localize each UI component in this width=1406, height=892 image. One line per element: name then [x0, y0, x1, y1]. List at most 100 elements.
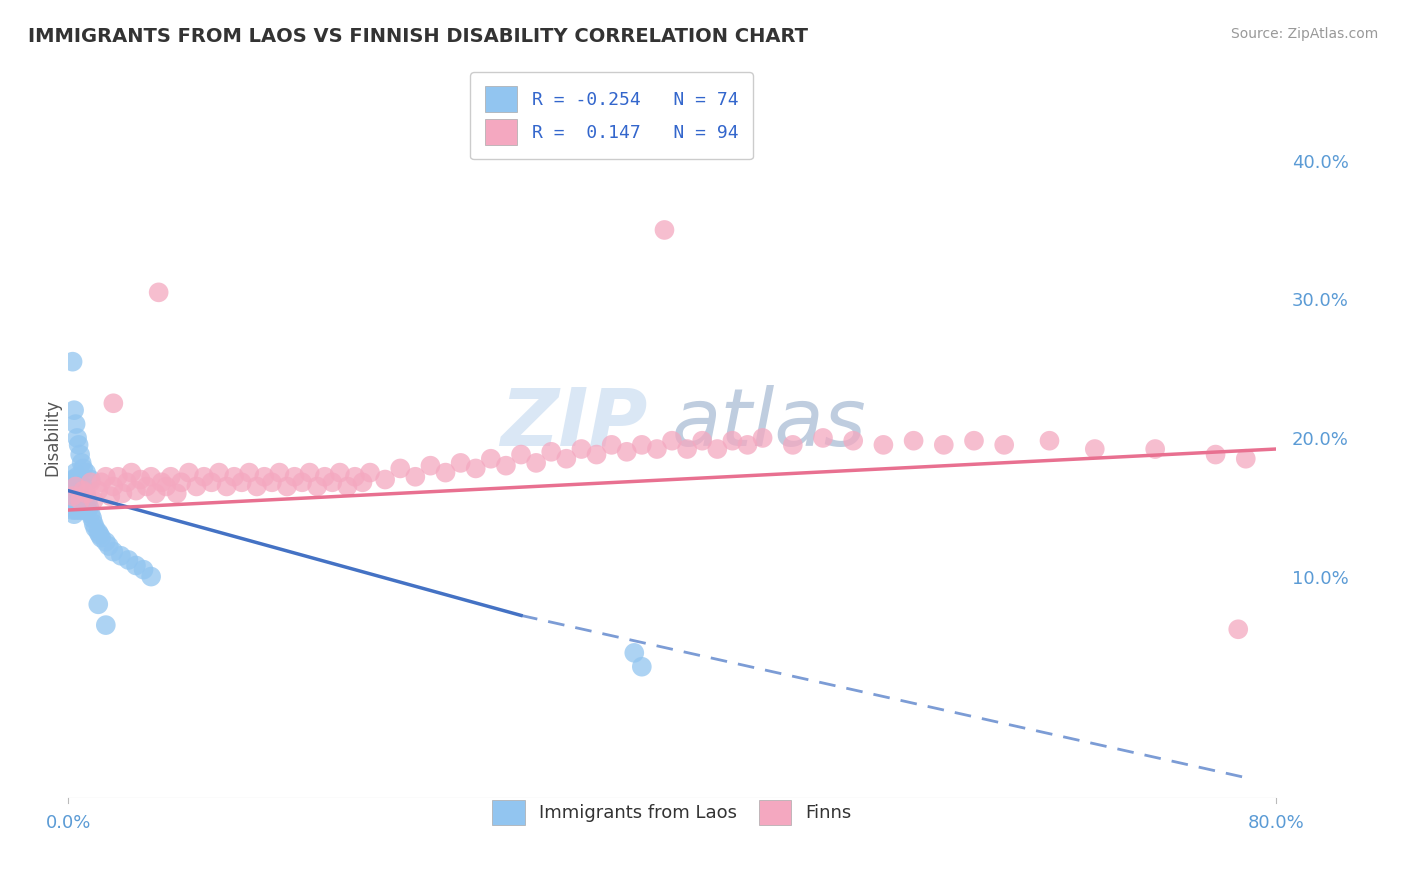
Y-axis label: Disability: Disability: [44, 400, 60, 476]
Point: [76, 493, 98, 508]
Point: [63, 486, 86, 500]
Point: [1227, 622, 1250, 636]
Point: [66, 431, 89, 445]
Point: [464, 461, 486, 475]
Point: [238, 466, 260, 480]
Point: [72, 489, 94, 503]
Point: [389, 461, 412, 475]
Point: [87, 597, 110, 611]
Point: [97, 539, 120, 553]
Point: [314, 469, 336, 483]
Point: [62, 489, 84, 503]
Point: [872, 438, 894, 452]
Point: [1205, 448, 1227, 462]
Point: [75, 500, 97, 515]
Point: [90, 475, 112, 490]
Point: [329, 466, 352, 480]
Point: [253, 469, 276, 483]
Point: [224, 469, 246, 483]
Point: [66, 469, 89, 483]
Point: [89, 528, 111, 542]
Point: [60, 475, 83, 490]
Point: [65, 483, 87, 498]
Point: [65, 466, 87, 480]
Point: [94, 469, 117, 483]
Point: [117, 553, 139, 567]
Point: [83, 493, 105, 508]
Text: IMMIGRANTS FROM LAOS VS FINNISH DISABILITY CORRELATION CHART: IMMIGRANTS FROM LAOS VS FINNISH DISABILI…: [28, 27, 808, 45]
Point: [524, 456, 547, 470]
Point: [963, 434, 986, 448]
Point: [215, 479, 238, 493]
Point: [260, 475, 283, 490]
Point: [67, 438, 90, 452]
Point: [62, 479, 84, 493]
Point: [645, 442, 668, 456]
Point: [72, 461, 94, 475]
Point: [75, 466, 97, 480]
Point: [842, 434, 865, 448]
Point: [170, 475, 193, 490]
Point: [291, 475, 314, 490]
Point: [336, 479, 359, 493]
Point: [66, 489, 89, 503]
Point: [65, 479, 87, 493]
Point: [72, 479, 94, 493]
Point: [80, 473, 103, 487]
Point: [60, 489, 83, 503]
Point: [73, 493, 96, 508]
Point: [993, 438, 1015, 452]
Point: [67, 493, 90, 508]
Point: [94, 618, 117, 632]
Point: [1234, 451, 1257, 466]
Point: [75, 486, 97, 500]
Point: [676, 442, 699, 456]
Point: [654, 223, 676, 237]
Point: [76, 503, 98, 517]
Point: [721, 434, 744, 448]
Point: [321, 475, 343, 490]
Point: [600, 438, 623, 452]
Point: [343, 469, 366, 483]
Point: [298, 466, 321, 480]
Point: [352, 475, 374, 490]
Point: [65, 417, 87, 431]
Point: [434, 466, 457, 480]
Point: [419, 458, 441, 473]
Point: [69, 479, 91, 493]
Point: [66, 479, 89, 493]
Point: [63, 475, 86, 490]
Point: [69, 493, 91, 508]
Point: [706, 442, 728, 456]
Point: [231, 475, 253, 490]
Point: [121, 466, 143, 480]
Point: [782, 438, 804, 452]
Point: [132, 563, 155, 577]
Point: [690, 434, 713, 448]
Point: [65, 493, 87, 508]
Point: [139, 569, 162, 583]
Text: ZIP: ZIP: [501, 384, 648, 463]
Point: [155, 479, 177, 493]
Point: [359, 466, 381, 480]
Point: [66, 500, 89, 515]
Point: [84, 521, 107, 535]
Point: [87, 483, 110, 498]
Point: [630, 438, 652, 452]
Point: [65, 503, 87, 517]
Point: [374, 473, 396, 487]
Point: [98, 489, 121, 503]
Point: [69, 448, 91, 462]
Point: [80, 507, 103, 521]
Point: [540, 445, 562, 459]
Point: [77, 500, 100, 515]
Point: [283, 469, 305, 483]
Point: [80, 475, 103, 490]
Point: [111, 486, 134, 500]
Point: [193, 469, 215, 483]
Point: [1038, 434, 1060, 448]
Point: [139, 469, 162, 483]
Point: [58, 486, 80, 500]
Point: [103, 544, 125, 558]
Point: [150, 475, 173, 490]
